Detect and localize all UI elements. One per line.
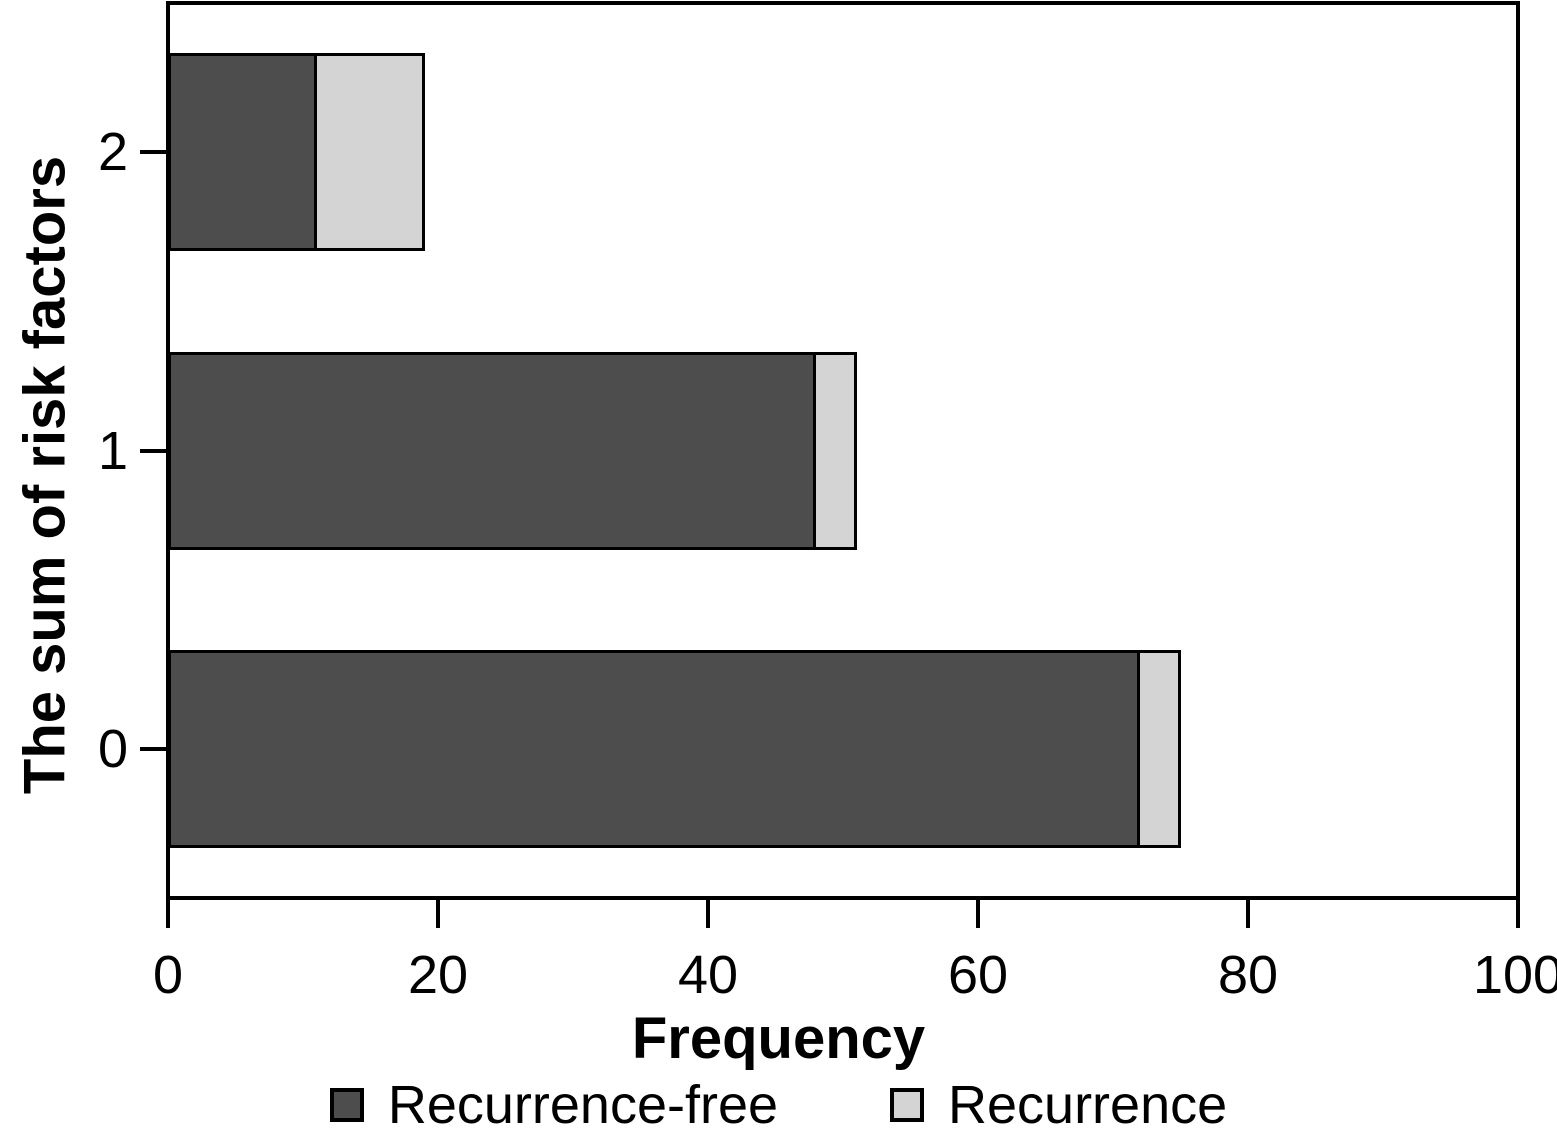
legend-item: Recurrence (890, 1078, 1227, 1131)
x-tick-mark (976, 898, 980, 928)
bar-segment-recurrence (813, 351, 857, 550)
x-tick-label: 80 (1217, 945, 1279, 1005)
x-tick-label: 60 (947, 945, 1009, 1005)
x-tick-label: 40 (677, 945, 739, 1005)
x-tick-mark (706, 898, 710, 928)
y-tick-mark (140, 448, 168, 453)
legend: Recurrence-free Recurrence (0, 1078, 1557, 1131)
y-tick-label: 0 (97, 718, 128, 779)
x-tick-label: 100 (1472, 945, 1557, 1005)
bar-segment-recurrence-free (168, 649, 1140, 848)
x-tick-mark (436, 898, 440, 928)
bar-segment-recurrence (313, 53, 425, 252)
y-tick-mark (140, 150, 168, 155)
legend-label: Recurrence (948, 1075, 1228, 1131)
bar-segment-recurrence-free (168, 53, 317, 252)
x-tick-label: 20 (407, 945, 469, 1005)
x-axis-title: Frequency (631, 1006, 926, 1071)
y-tick-mark (140, 746, 168, 751)
legend-label: Recurrence-free (387, 1075, 779, 1131)
legend-item: Recurrence-free (329, 1075, 779, 1131)
legend-swatch-icon (890, 1088, 925, 1122)
y-tick-label: 1 (97, 420, 128, 481)
bar-segment-recurrence-free (168, 351, 816, 550)
x-tick-mark (1246, 898, 1250, 928)
x-tick-mark (166, 898, 170, 928)
y-tick-label: 2 (97, 122, 128, 183)
x-tick-mark (1516, 898, 1520, 928)
bar-segment-recurrence (1137, 649, 1181, 848)
y-axis-title: The sum of risk factors (12, 155, 78, 795)
x-tick-label: 0 (152, 945, 184, 1005)
legend-swatch-icon (329, 1088, 364, 1122)
